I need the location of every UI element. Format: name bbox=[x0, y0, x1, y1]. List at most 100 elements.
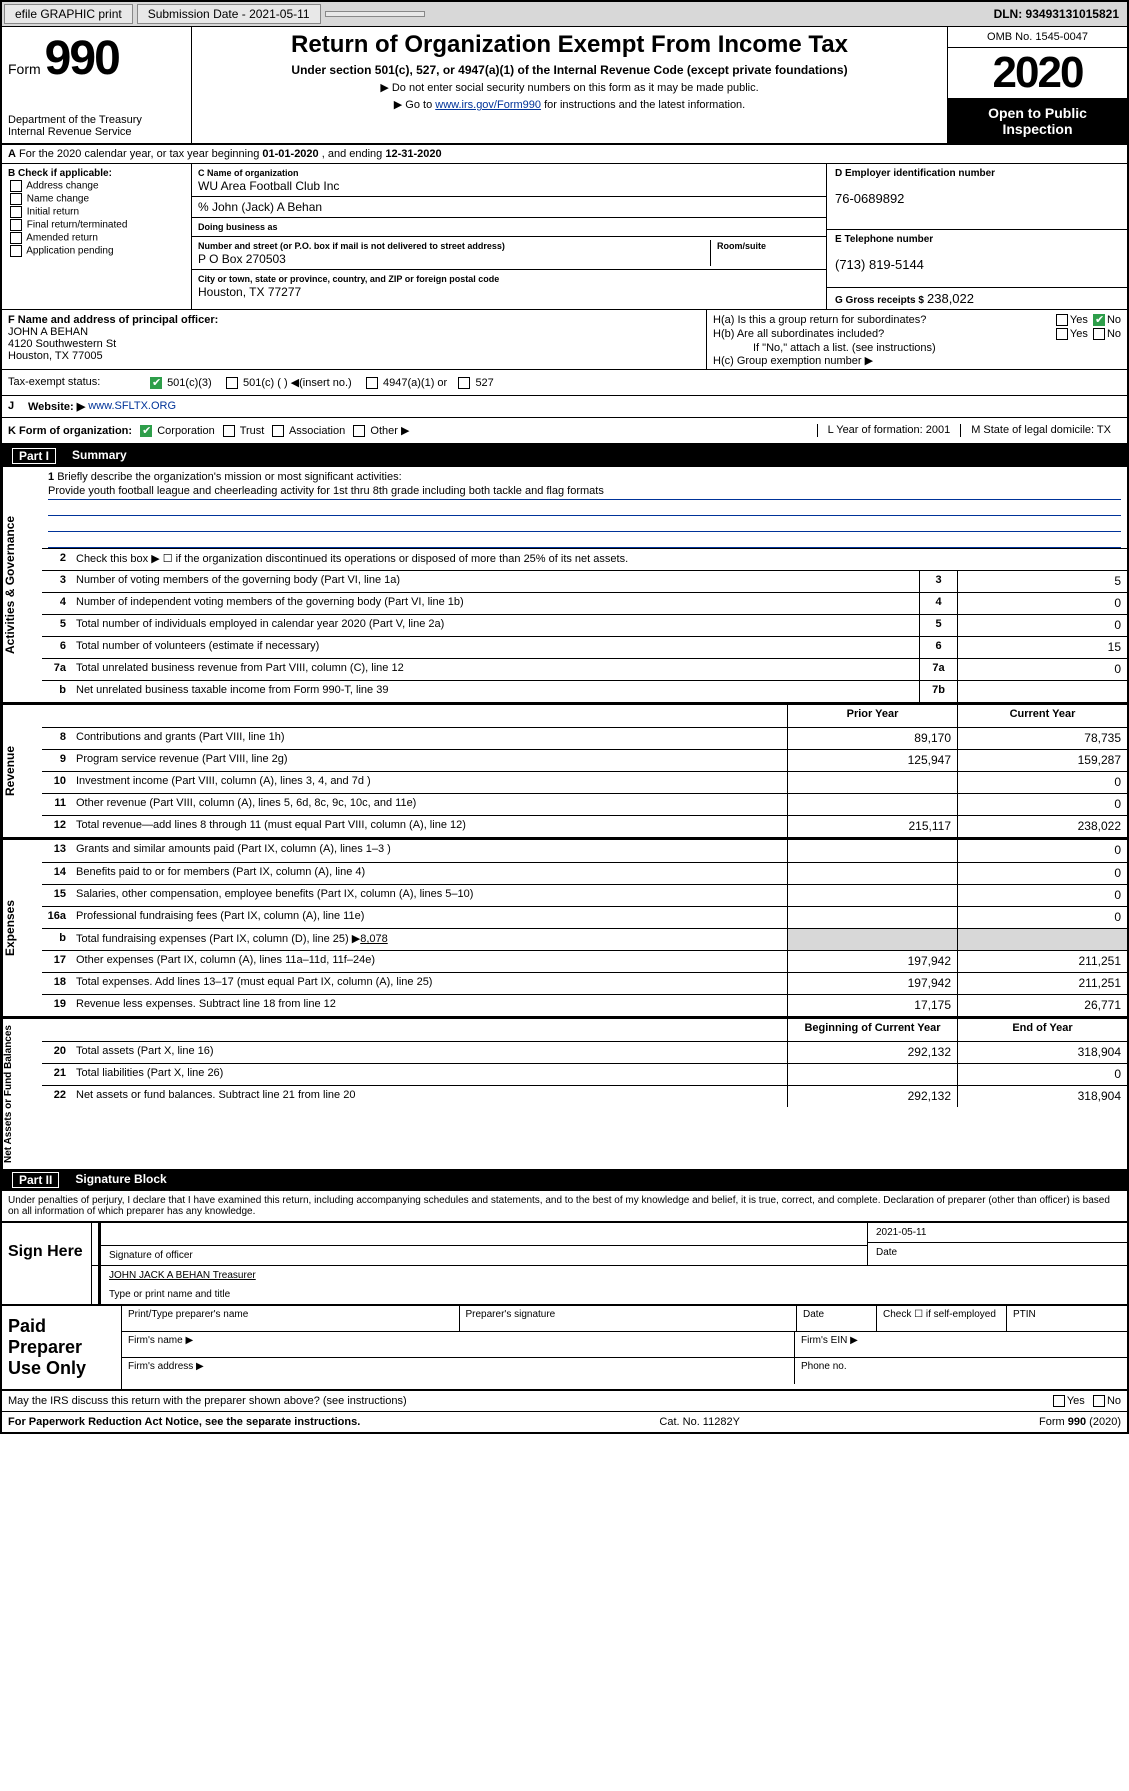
org-name-label: C Name of organization bbox=[198, 168, 299, 178]
gross-receipts-value: 238,022 bbox=[927, 291, 974, 306]
dba-label: Doing business as bbox=[198, 222, 278, 232]
chk-527[interactable] bbox=[458, 377, 470, 389]
line-13: Grants and similar amounts paid (Part IX… bbox=[72, 840, 787, 862]
chk-app-pending[interactable]: Application pending bbox=[8, 245, 185, 257]
chk-name-change[interactable]: Name change bbox=[8, 193, 185, 205]
c21: 0 bbox=[957, 1064, 1127, 1085]
chk-4947[interactable] bbox=[366, 377, 378, 389]
tax-year: 2020 bbox=[948, 48, 1127, 99]
h-b-label: H(b) Are all subordinates included? bbox=[713, 328, 884, 340]
row-j-website: J Website: ▶ www.SFLTX.ORG bbox=[2, 396, 1127, 418]
phone-value: (713) 819-5144 bbox=[835, 257, 924, 272]
chk-501c[interactable] bbox=[226, 377, 238, 389]
box-c-name-address: C Name of organization WU Area Football … bbox=[192, 164, 827, 309]
form-title: Return of Organization Exempt From Incom… bbox=[202, 31, 937, 59]
firm-name-label: Firm's name ▶ bbox=[122, 1332, 795, 1357]
p21 bbox=[787, 1064, 957, 1085]
c16a: 0 bbox=[957, 907, 1127, 928]
firm-addr-label: Firm's address ▶ bbox=[122, 1358, 795, 1384]
officer-name: JOHN A BEHAN bbox=[8, 326, 88, 338]
form-label: Form bbox=[8, 61, 41, 77]
chk-address-change[interactable]: Address change bbox=[8, 180, 185, 192]
header-left: Form 990 Department of the Treasury Inte… bbox=[2, 27, 192, 143]
chk-other[interactable] bbox=[353, 425, 365, 437]
tax-status-label: Tax-exempt status: bbox=[8, 376, 148, 389]
chk-assoc[interactable] bbox=[272, 425, 284, 437]
c13: 0 bbox=[957, 840, 1127, 862]
ha-yes-chk[interactable] bbox=[1056, 314, 1068, 326]
line-19: Revenue less expenses. Subtract line 18 … bbox=[72, 995, 787, 1016]
website-link[interactable]: www.SFLTX.ORG bbox=[88, 400, 176, 413]
chk-final-return[interactable]: Final return/terminated bbox=[8, 219, 185, 231]
submission-date-btn[interactable]: Submission Date - 2021-05-11 bbox=[137, 4, 321, 24]
row-f-h: F Name and address of principal officer:… bbox=[2, 310, 1127, 370]
hb-yes-chk[interactable] bbox=[1056, 328, 1068, 340]
efile-top-bar: efile GRAPHIC print Submission Date - 20… bbox=[2, 2, 1127, 27]
officer-addr2: Houston, TX 77005 bbox=[8, 350, 103, 362]
room-label: Room/suite bbox=[717, 241, 766, 251]
c17: 211,251 bbox=[957, 951, 1127, 972]
p8: 89,170 bbox=[787, 728, 957, 749]
prep-date-head: Date bbox=[797, 1306, 877, 1331]
header-center: Return of Organization Exempt From Incom… bbox=[192, 27, 947, 143]
section-expenses: Expenses 13Grants and similar amounts pa… bbox=[2, 837, 1127, 1016]
care-of: % John (Jack) A Behan bbox=[198, 200, 322, 214]
line-3: Number of voting members of the governin… bbox=[72, 571, 919, 592]
ha-no-chk[interactable] bbox=[1093, 314, 1105, 326]
footer-right: Form 990 (2020) bbox=[1039, 1416, 1121, 1428]
entity-info-grid: B Check if applicable: Address change Na… bbox=[2, 164, 1127, 310]
discuss-yes-chk[interactable] bbox=[1053, 1395, 1065, 1407]
c15: 0 bbox=[957, 885, 1127, 906]
prep-selfemp-head: Check ☐ if self-employed bbox=[877, 1306, 1007, 1331]
phone-label: E Telephone number bbox=[835, 234, 933, 245]
p11 bbox=[787, 794, 957, 815]
chk-amended[interactable]: Amended return bbox=[8, 232, 185, 244]
line-15: Salaries, other compensation, employee b… bbox=[72, 885, 787, 906]
h-c-label: H(c) Group exemption number ▶ bbox=[713, 354, 1121, 367]
side-expenses: Expenses bbox=[2, 840, 42, 1016]
irs-link[interactable]: www.irs.gov/Form990 bbox=[435, 99, 541, 111]
p12: 215,117 bbox=[787, 816, 957, 837]
hb-no-chk[interactable] bbox=[1093, 328, 1105, 340]
line-5: Total number of individuals employed in … bbox=[72, 615, 919, 636]
c11: 0 bbox=[957, 794, 1127, 815]
p17: 197,942 bbox=[787, 951, 957, 972]
mission-text: Provide youth football league and cheerl… bbox=[48, 483, 1121, 500]
box-h-group: H(a) Is this a group return for subordin… bbox=[707, 310, 1127, 369]
section-governance: Activities & Governance 1 Briefly descri… bbox=[2, 467, 1127, 702]
city-state-zip: Houston, TX 77277 bbox=[198, 285, 301, 299]
prep-ptin-head: PTIN bbox=[1007, 1306, 1127, 1331]
chk-initial-return[interactable]: Initial return bbox=[8, 206, 185, 218]
prep-name-head: Print/Type preparer's name bbox=[122, 1306, 460, 1331]
efile-btn[interactable]: efile GRAPHIC print bbox=[4, 4, 133, 24]
line-7b: Net unrelated business taxable income fr… bbox=[72, 681, 919, 702]
val-5: 0 bbox=[957, 615, 1127, 636]
h-a-label: H(a) Is this a group return for subordin… bbox=[713, 314, 926, 326]
form-subtitle: Under section 501(c), 527, or 4947(a)(1)… bbox=[202, 63, 937, 77]
discuss-no-chk[interactable] bbox=[1093, 1395, 1105, 1407]
chk-trust[interactable] bbox=[223, 425, 235, 437]
chk-corp[interactable] bbox=[140, 425, 152, 437]
line-10: Investment income (Part VIII, column (A)… bbox=[72, 772, 787, 793]
h-b-note: If "No," attach a list. (see instruction… bbox=[713, 342, 1121, 354]
line-2: Check this box ▶ ☐ if the organization d… bbox=[72, 549, 1127, 570]
inspection-badge: Open to Public Inspection bbox=[948, 99, 1127, 143]
line-18: Total expenses. Add lines 13–17 (must eq… bbox=[72, 973, 787, 994]
chk-501c3[interactable] bbox=[150, 377, 162, 389]
header-right: OMB No. 1545-0047 2020 Open to Public In… bbox=[947, 27, 1127, 143]
val-6: 15 bbox=[957, 637, 1127, 658]
gross-receipts-label: G Gross receipts $ bbox=[835, 295, 924, 306]
p15 bbox=[787, 885, 957, 906]
instruction-1: Do not enter social security numbers on … bbox=[202, 81, 937, 94]
instruction-2: Go to www.irs.gov/Form990 for instructio… bbox=[202, 98, 937, 111]
box-b-checks: B Check if applicable: Address change Na… bbox=[2, 164, 192, 309]
c9: 159,287 bbox=[957, 750, 1127, 771]
sig-name-label: Type or print name and title bbox=[101, 1285, 1127, 1304]
p18: 197,942 bbox=[787, 973, 957, 994]
sign-here-label: Sign Here bbox=[2, 1223, 92, 1304]
officer-addr1: 4120 Southwestern St bbox=[8, 338, 116, 350]
ein-value: 76-0689892 bbox=[835, 191, 904, 206]
firm-ein-label: Firm's EIN ▶ bbox=[795, 1332, 1127, 1357]
year-formation: L Year of formation: 2001 bbox=[817, 424, 961, 437]
omb-number: OMB No. 1545-0047 bbox=[948, 27, 1127, 48]
